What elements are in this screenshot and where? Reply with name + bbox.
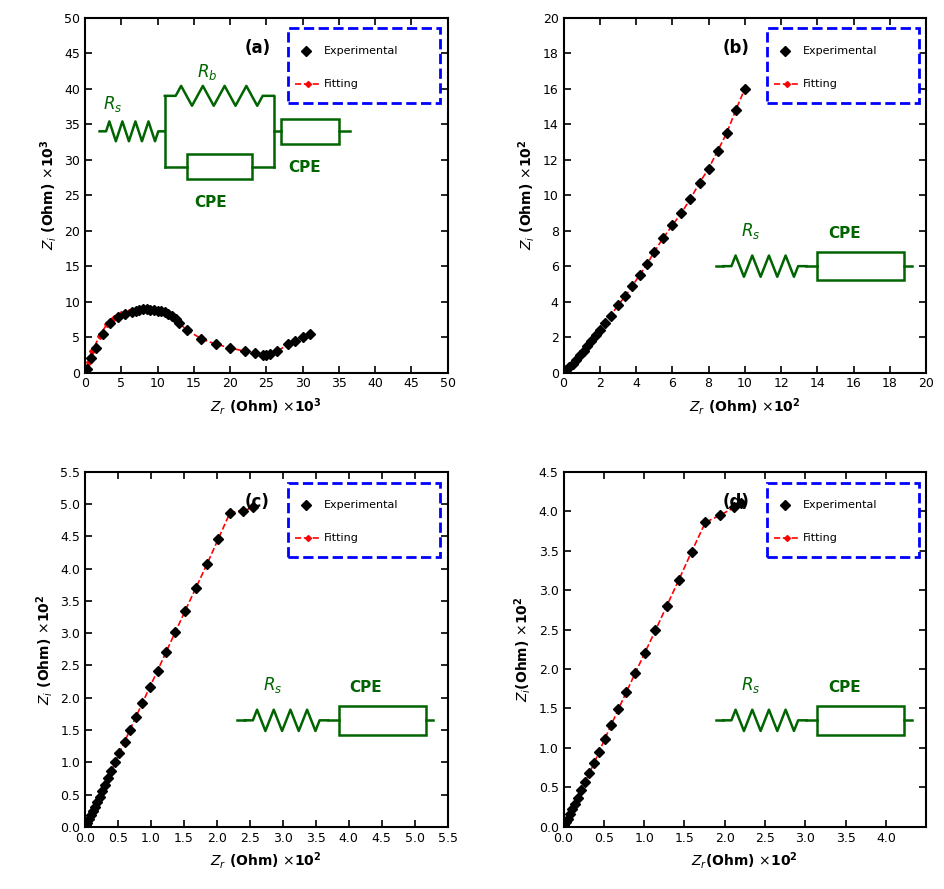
FancyBboxPatch shape	[288, 483, 440, 557]
Text: Experimental: Experimental	[324, 45, 398, 56]
Bar	[817, 706, 903, 734]
Text: Fitting: Fitting	[324, 79, 359, 89]
X-axis label: $Z_r$ (Ohm) $\times\mathregular{10^2}$: $Z_r$ (Ohm) $\times\mathregular{10^2}$	[211, 850, 322, 871]
FancyBboxPatch shape	[766, 28, 918, 103]
Text: $R_s$: $R_s$	[740, 676, 760, 695]
Text: Fitting: Fitting	[802, 533, 836, 543]
Y-axis label: $Z_i$ (Ohm) $\times\mathregular{10^2}$: $Z_i$ (Ohm) $\times\mathregular{10^2}$	[515, 140, 537, 251]
FancyBboxPatch shape	[766, 483, 918, 557]
Text: CPE: CPE	[827, 227, 860, 241]
Y-axis label: $Z_i$ (Ohm) $\times\mathregular{10^3}$: $Z_i$ (Ohm) $\times\mathregular{10^3}$	[38, 140, 59, 251]
Bar	[339, 706, 426, 734]
Bar	[817, 252, 903, 280]
Text: Experimental: Experimental	[324, 500, 398, 510]
Text: Experimental: Experimental	[802, 500, 876, 510]
Text: CPE: CPE	[288, 160, 320, 175]
Text: $R_s$: $R_s$	[262, 676, 281, 695]
X-axis label: $Z_r$(Ohm) $\times\mathregular{10^2}$: $Z_r$(Ohm) $\times\mathregular{10^2}$	[691, 850, 798, 871]
Bar	[186, 155, 251, 180]
Text: CPE: CPE	[827, 680, 860, 695]
FancyBboxPatch shape	[288, 28, 440, 103]
Text: CPE: CPE	[349, 680, 382, 695]
Text: (a): (a)	[244, 39, 270, 57]
X-axis label: $Z_r$ (Ohm) $\times\mathregular{10^3}$: $Z_r$ (Ohm) $\times\mathregular{10^3}$	[211, 396, 322, 417]
Text: $R_s$: $R_s$	[740, 221, 760, 241]
Text: (c): (c)	[244, 493, 269, 511]
Y-axis label: $Z_i$(Ohm) $\times\mathregular{10^2}$: $Z_i$(Ohm) $\times\mathregular{10^2}$	[512, 597, 532, 702]
Text: Fitting: Fitting	[802, 79, 836, 89]
Y-axis label: $Z_i$ (Ohm) $\times\mathregular{10^2}$: $Z_i$ (Ohm) $\times\mathregular{10^2}$	[34, 594, 55, 704]
Text: $R_b$: $R_b$	[197, 61, 217, 82]
X-axis label: $Z_r$ (Ohm) $\times\mathregular{10^2}$: $Z_r$ (Ohm) $\times\mathregular{10^2}$	[688, 396, 800, 417]
Text: (b): (b)	[722, 39, 750, 57]
Text: CPE: CPE	[194, 196, 227, 210]
Text: Experimental: Experimental	[802, 45, 876, 56]
Text: (d): (d)	[722, 493, 750, 511]
Text: $R_s$: $R_s$	[103, 93, 123, 114]
Text: Fitting: Fitting	[324, 533, 359, 543]
Bar	[280, 119, 339, 144]
